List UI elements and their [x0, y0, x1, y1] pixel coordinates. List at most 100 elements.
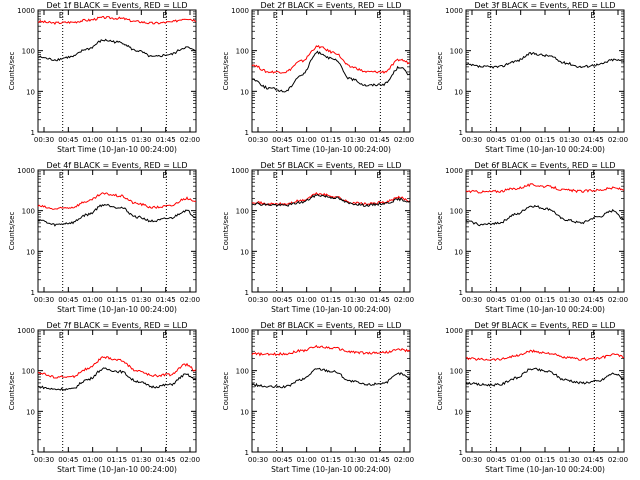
x-tick-label: 02:00 [180, 456, 200, 464]
x-tick-label: 00:30 [248, 456, 268, 464]
x-tick-label: 01:45 [584, 296, 604, 304]
chart-title: Det 9f BLACK = Events, RED = LLD [474, 321, 615, 330]
y-tick-label: 100 [236, 368, 249, 376]
x-tick-label: 00:45 [58, 296, 78, 304]
series-line-events [37, 367, 197, 392]
chart-panel-6: Det 6f BLACK = Events, RED = LLD 1 10 100 10… [436, 161, 628, 314]
x-tick-label: 00:45 [272, 136, 292, 144]
y-axis-label: Counts/sec [222, 212, 230, 251]
x-tick-label: 00:45 [272, 296, 292, 304]
x-tick-label: 01:15 [535, 296, 555, 304]
y-axis-label: Counts/sec [8, 212, 16, 251]
x-tick-label: 00:45 [486, 296, 506, 304]
series-line-lld [251, 344, 411, 357]
x-axis-label: Start Time (10-Jan-10 00:24:00) [271, 465, 391, 474]
y-tick-label: 1 [31, 449, 35, 457]
x-tick-label: 00:45 [486, 136, 506, 144]
series-line-lld [465, 349, 625, 362]
x-tick-label: 00:30 [34, 296, 54, 304]
chart-panel-4: Det 4f BLACK = Events, RED = LLD 1 10 100 10… [8, 161, 200, 314]
x-axis-label: Start Time (10-Jan-10 00:24:00) [57, 145, 177, 154]
y-tick-label: 100 [236, 208, 249, 216]
event-marker-label: E [59, 171, 64, 180]
y-tick-label: 1000 [17, 167, 35, 175]
series-line-events [251, 193, 411, 208]
series-line-events [37, 203, 197, 227]
event-marker-label: E [590, 171, 595, 180]
event-marker-label: E [590, 11, 595, 20]
x-tick-label: 01:00 [83, 136, 103, 144]
x-tick-label: 00:30 [248, 136, 268, 144]
chart-title: Det 5f BLACK = Events, RED = LLD [260, 161, 401, 170]
chart-panel-8: Det 8f BLACK = Events, RED = LLD 1 10 100 10… [222, 321, 414, 474]
chart-title: Det 8f BLACK = Events, RED = LLD [260, 321, 401, 330]
chart-title: Det 1f BLACK = Events, RED = LLD [46, 1, 187, 10]
y-tick-label: 100 [236, 48, 249, 56]
x-tick-label: 01:45 [370, 136, 390, 144]
chart-title: Det 6f BLACK = Events, RED = LLD [474, 161, 615, 170]
series-line-lld [37, 15, 197, 26]
x-tick-label: 00:30 [462, 456, 482, 464]
x-tick-label: 01:00 [511, 136, 531, 144]
series-line-lld [251, 45, 411, 74]
x-tick-label: 01:00 [83, 296, 103, 304]
x-tick-label: 00:30 [34, 456, 54, 464]
y-tick-label: 100 [450, 368, 463, 376]
y-tick-label: 1 [31, 129, 35, 137]
x-tick-label: 01:45 [370, 456, 390, 464]
x-tick-label: 01:15 [107, 296, 127, 304]
y-tick-label: 10 [454, 88, 463, 96]
chart-title: Det 7f BLACK = Events, RED = LLD [46, 321, 187, 330]
series-line-lld [465, 183, 625, 194]
x-tick-label: 01:15 [535, 136, 555, 144]
event-marker-label: E [273, 171, 278, 180]
x-axis-label: Start Time (10-Jan-10 00:24:00) [57, 305, 177, 314]
series-line-events [251, 50, 411, 93]
y-tick-label: 1 [459, 129, 463, 137]
y-tick-label: 10 [240, 88, 249, 96]
y-tick-label: 10 [240, 408, 249, 416]
event-marker-label: E [162, 171, 167, 180]
series-line-lld [252, 191, 411, 207]
x-axis-label: Start Time (10-Jan-10 00:24:00) [271, 145, 391, 154]
x-tick-label: 01:30 [131, 136, 151, 144]
y-axis-label: Counts/sec [222, 372, 230, 411]
chart-panel-7: Det 7f BLACK = Events, RED = LLD 1 10 100 10… [8, 321, 200, 474]
chart-panel-5: Det 5f BLACK = Events, RED = LLD 1 10 100 10… [222, 161, 414, 314]
series-line-events [37, 38, 197, 62]
x-tick-label: 01:00 [297, 296, 317, 304]
series-line-lld [37, 356, 197, 379]
x-tick-label: 01:15 [107, 136, 127, 144]
series-line-events [465, 51, 625, 69]
x-tick-label: 01:00 [297, 136, 317, 144]
x-tick-label: 01:30 [345, 296, 365, 304]
chart-title: Det 4f BLACK = Events, RED = LLD [46, 161, 187, 170]
chart-panel-3: Det 3f BLACK = Events, RED = LLD 1 10 100 10… [436, 1, 628, 154]
event-marker-label: E [273, 331, 278, 340]
y-axis-label: Counts/sec [8, 52, 16, 91]
y-tick-label: 100 [22, 208, 35, 216]
x-tick-label: 02:00 [180, 136, 200, 144]
x-tick-label: 00:30 [248, 296, 268, 304]
x-tick-label: 02:00 [394, 296, 414, 304]
y-tick-label: 10 [240, 248, 249, 256]
y-tick-label: 1000 [17, 327, 35, 335]
plot-frame [37, 169, 197, 293]
x-axis-label: Start Time (10-Jan-10 00:24:00) [485, 145, 605, 154]
event-marker-label: E [273, 11, 278, 20]
x-tick-label: 02:00 [608, 456, 628, 464]
y-axis-label: Counts/sec [222, 52, 230, 91]
x-tick-label: 00:45 [486, 456, 506, 464]
chart-panel-9: Det 9f BLACK = Events, RED = LLD 1 10 100 10… [436, 321, 628, 474]
event-marker-label: E [590, 331, 595, 340]
x-tick-label: 01:15 [321, 136, 341, 144]
x-tick-label: 01:30 [559, 296, 579, 304]
x-tick-label: 01:30 [559, 136, 579, 144]
series-line-events [465, 367, 625, 387]
plot-frame [465, 329, 625, 453]
event-marker-label: E [162, 331, 167, 340]
y-tick-label: 1 [245, 449, 249, 457]
x-axis-label: Start Time (10-Jan-10 00:24:00) [271, 305, 391, 314]
event-marker-label: E [59, 11, 64, 20]
y-tick-label: 1 [31, 289, 35, 297]
